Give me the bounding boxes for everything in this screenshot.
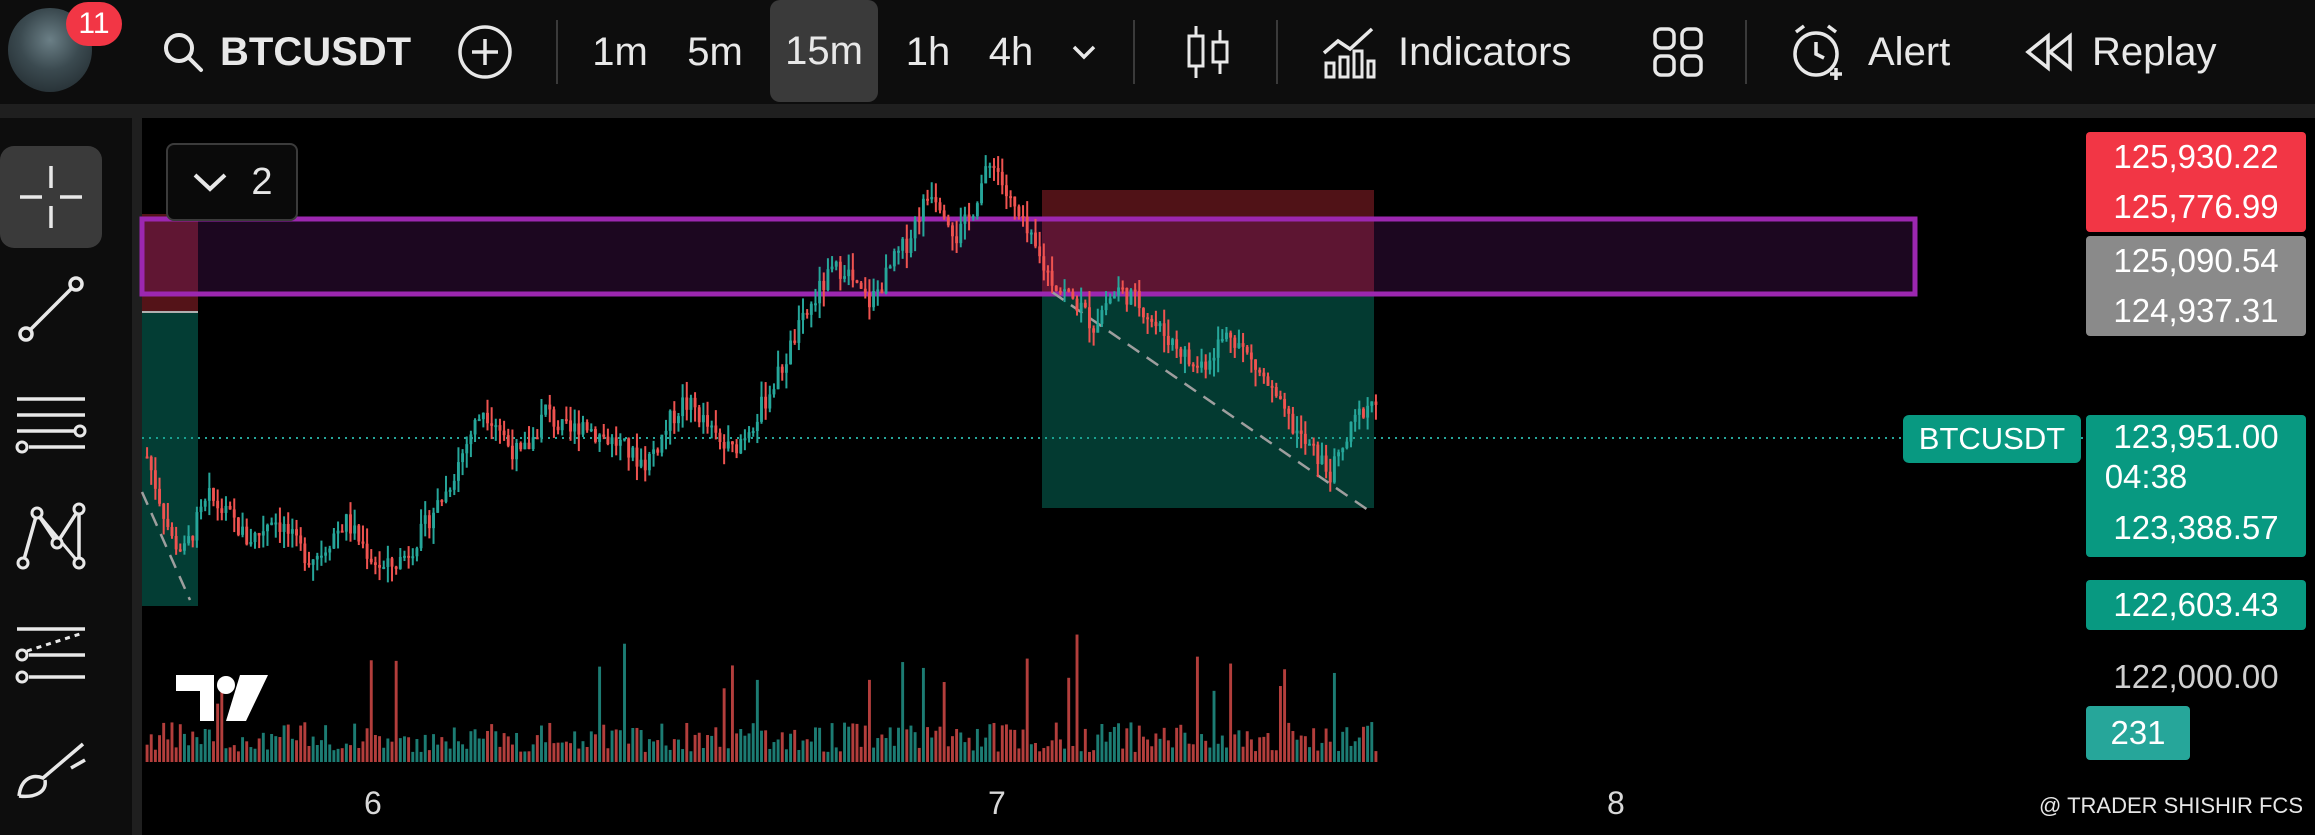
- candles-icon: [1187, 26, 1229, 78]
- replay-label: Replay: [2092, 29, 2217, 74]
- indicators-button[interactable]: Indicators: [1320, 0, 1571, 104]
- price-label-sl: 125,776.99: [2086, 182, 2306, 232]
- layouts-button[interactable]: [1650, 0, 1706, 104]
- watermark: @ TRADER SHISHIR FCS: [2039, 793, 2303, 818]
- interval-dropdown-button[interactable]: [1062, 0, 1106, 104]
- add-symbol-button[interactable]: [452, 0, 518, 104]
- tradingview-logo: [176, 675, 268, 721]
- replay-button[interactable]: Replay: [2024, 0, 2217, 104]
- price-label-zone-bottom: 124,937.31: [2086, 286, 2306, 336]
- symbol-search-button[interactable]: BTCUSDT: [160, 0, 411, 104]
- alert-label: Alert: [1868, 29, 1951, 74]
- indicators-label: Indicators: [1398, 29, 1572, 74]
- crosshair-tool[interactable]: [0, 146, 102, 248]
- time-axis-label: 8: [1607, 785, 1625, 821]
- brush-icon: [17, 742, 86, 799]
- last-price-label: 123,951.00: [2113, 418, 2279, 455]
- search-icon: [160, 29, 206, 75]
- chevron-down-icon: [194, 173, 227, 192]
- fib-lines-icon: [15, 397, 87, 454]
- chevron-down-icon: [1072, 45, 1096, 60]
- layers-count: 2: [251, 160, 273, 203]
- price-label-target-2: 122,603.43: [2086, 580, 2306, 630]
- forecast-tool[interactable]: [0, 603, 102, 705]
- chart-type-button[interactable]: [1178, 0, 1238, 104]
- toolbar-separator: [0, 104, 2315, 118]
- brush-tool[interactable]: [0, 718, 102, 820]
- chart-area[interactable]: [142, 118, 2315, 835]
- symbol-label: BTCUSDT: [220, 29, 412, 74]
- notification-badge: 11: [66, 2, 122, 46]
- top-toolbar: 11 BTCUSDT 1m 5m 15m 1h 4h Indicators Al…: [0, 0, 2315, 104]
- pattern-icon: [16, 502, 86, 570]
- symbol-tag: BTCUSDT: [1903, 415, 2081, 463]
- rewind-icon: [2025, 32, 2072, 72]
- interval-1m[interactable]: 1m: [592, 29, 648, 74]
- price-label-zone-top: 125,090.54: [2086, 236, 2306, 286]
- trend-line-tool[interactable]: [0, 258, 102, 360]
- divider: [1276, 20, 1278, 84]
- divider: [1133, 20, 1135, 84]
- indicators-icon: [1322, 27, 1376, 79]
- divider: [556, 20, 558, 84]
- time-axis-label: 6: [364, 785, 382, 821]
- grid-icon: [1653, 27, 1703, 77]
- layers-toggle[interactable]: 2: [166, 143, 298, 221]
- last-price-block: [2086, 415, 2306, 557]
- price-axis-tick: 122,000.00: [2113, 658, 2279, 695]
- divider: [1745, 20, 1747, 84]
- price-label-target: 123,388.57: [2113, 509, 2279, 546]
- pattern-tool[interactable]: [0, 486, 102, 588]
- bar-countdown: 04:38: [2104, 458, 2188, 495]
- fib-tool[interactable]: [0, 373, 102, 475]
- interval-15m[interactable]: 15m: [770, 0, 878, 102]
- plus-circle-icon: [458, 25, 512, 79]
- crosshair-icon: [20, 166, 82, 228]
- time-axis-label: 7: [988, 785, 1006, 821]
- price-label-sl-top: 125,930.22: [2086, 132, 2306, 182]
- alarm-clock-icon: [1793, 24, 1842, 80]
- sidebar-separator: [132, 118, 142, 835]
- trend-line-icon: [18, 276, 84, 342]
- interval-5m[interactable]: 5m: [687, 29, 743, 74]
- alert-button[interactable]: Alert: [1788, 0, 1950, 104]
- interval-4h[interactable]: 4h: [988, 29, 1034, 74]
- volume-label: 231: [2086, 706, 2190, 760]
- interval-1h[interactable]: 1h: [905, 29, 951, 74]
- drawing-toolbar: [0, 118, 132, 835]
- forecast-icon: [15, 627, 85, 684]
